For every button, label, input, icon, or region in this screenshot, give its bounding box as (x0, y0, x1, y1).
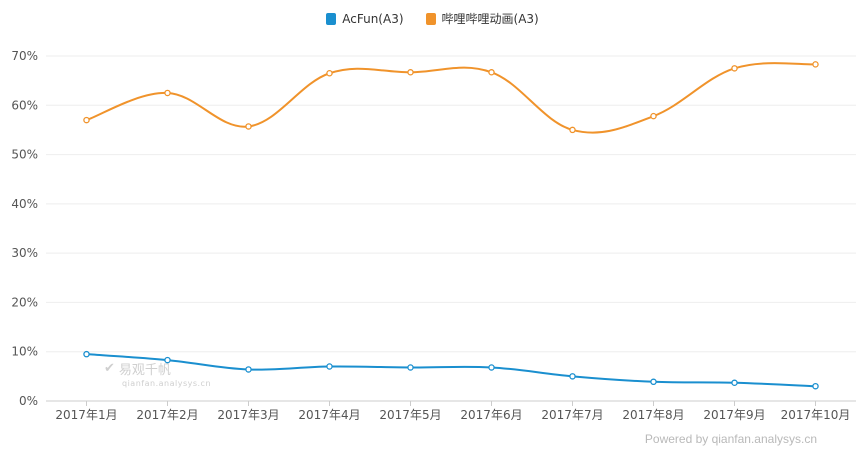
data-point (488, 69, 495, 76)
x-tick-label: 2017年1月 (55, 408, 117, 422)
legend-swatch-acfun (326, 12, 337, 25)
data-point (245, 366, 252, 373)
chart-legend: AcFun(A3) 哔哩哔哩动画(A3) (0, 10, 865, 27)
legend-label-acfun: AcFun(A3) (342, 11, 404, 26)
watermark-url: qianfan.analysys.cn (122, 379, 212, 388)
data-point (731, 379, 738, 387)
legend-item-bilibili[interactable]: 哔哩哔哩动画(A3) (425, 10, 539, 27)
data-point (83, 350, 90, 358)
watermark: ✔ 易观千帆 qianfan.analysys.cn (104, 359, 211, 388)
data-point (650, 112, 657, 120)
data-point (164, 356, 171, 364)
y-tick-label: 0% (19, 394, 38, 408)
x-tick-label: 2017年3月 (217, 408, 279, 422)
data-point (569, 373, 576, 380)
data-point (569, 126, 576, 134)
y-tick-label: 40% (11, 197, 38, 211)
x-tick-label: 2017年8月 (622, 408, 684, 422)
data-point (407, 364, 414, 371)
data-point (812, 382, 819, 390)
watermark-brand: 易观千帆 (118, 363, 171, 378)
y-tick-label: 20% (11, 295, 38, 309)
y-tick-label: 70% (11, 49, 38, 63)
data-point (326, 363, 333, 370)
x-tick-label: 2017年10月 (781, 408, 851, 422)
data-point (83, 116, 90, 124)
x-tick-label: 2017年7月 (541, 408, 603, 422)
legend-swatch-bilibili (425, 12, 436, 25)
x-tick-label: 2017年5月 (379, 408, 441, 422)
footer-powered-by: Powered by qianfan.analysys.cn (644, 432, 817, 446)
data-point (245, 123, 252, 130)
data-point (731, 65, 738, 72)
y-tick-label: 60% (11, 98, 38, 112)
data-point (650, 378, 657, 386)
data-point (488, 364, 495, 371)
legend-item-acfun[interactable]: AcFun(A3) (326, 10, 404, 27)
y-tick-label: 50% (11, 148, 38, 162)
y-tick-label: 30% (11, 246, 38, 260)
data-point (326, 70, 333, 77)
data-point (407, 69, 414, 76)
x-tick-label: 2017年6月 (460, 408, 522, 422)
x-tick-label: 2017年9月 (703, 408, 765, 422)
watermark-logo-icon: ✔ (104, 361, 115, 376)
y-tick-label: 10% (11, 345, 38, 359)
data-point (812, 61, 819, 68)
data-point (164, 89, 171, 97)
legend-label-bilibili: 哔哩哔哩动画(A3) (441, 12, 539, 26)
x-tick-label: 2017年4月 (298, 408, 360, 422)
series-line-1 (86, 62, 816, 134)
x-tick-label: 2017年2月 (136, 408, 198, 422)
series-line-0 (86, 353, 816, 388)
